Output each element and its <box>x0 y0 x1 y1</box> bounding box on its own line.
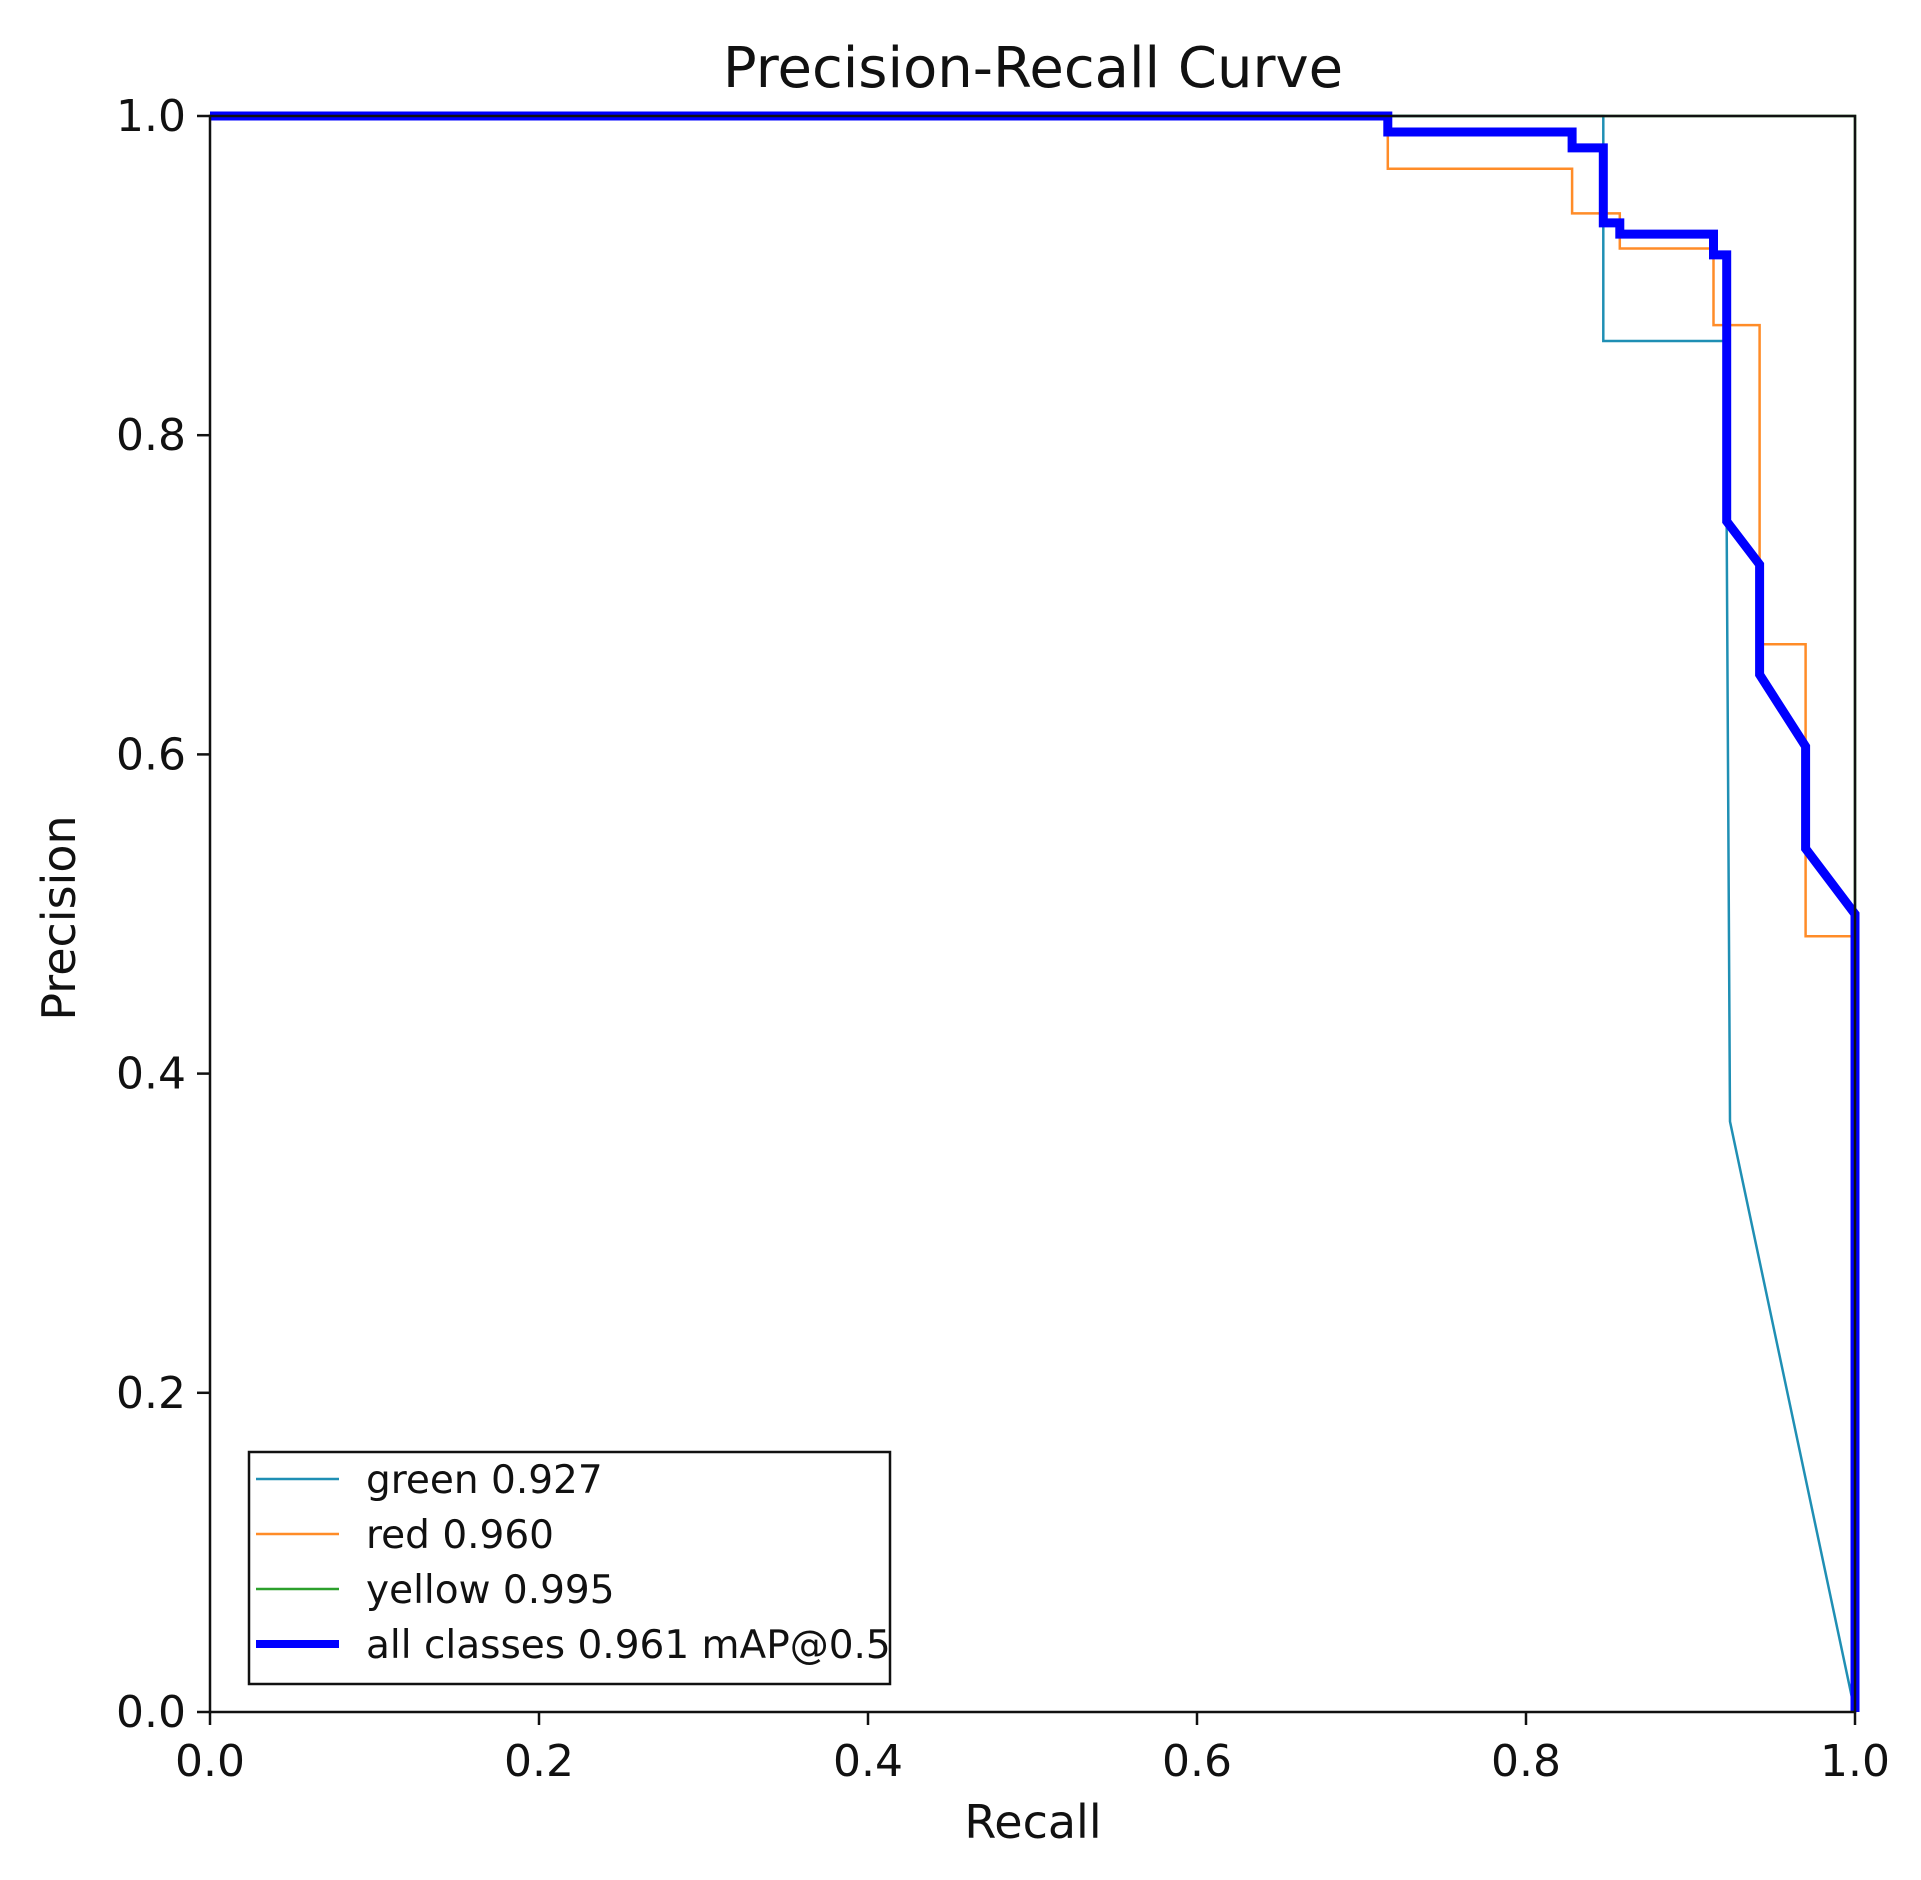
series-line-3 <box>210 111 1860 1712</box>
x-tick-label: 0.2 <box>504 1736 574 1787</box>
y-tick-label: 1.0 <box>116 91 186 142</box>
y-tick-label: 0.4 <box>116 1049 186 1100</box>
x-tick-label: 0.6 <box>1162 1736 1232 1787</box>
x-tick-label: 1.0 <box>1820 1736 1890 1787</box>
plot-frame <box>208 114 1857 1714</box>
legend-label: red 0.960 <box>366 1513 554 1558</box>
legend-label: all classes 0.961 mAP@0.5 <box>366 1623 891 1668</box>
y-axis-label: Precision <box>32 815 86 1020</box>
legend: green 0.927 red 0.960 yellow 0.995 all clas… <box>247 1450 892 1686</box>
x-tick-label: 0.0 <box>175 1736 245 1787</box>
x-axis-label: Recall <box>964 1795 1101 1849</box>
y-tick-label: 0.2 <box>116 1368 186 1419</box>
y-tick-label: 0.0 <box>116 1687 186 1738</box>
chart-title: Precision-Recall Curve <box>723 36 1343 101</box>
x-tick-label: 0.8 <box>1491 1736 1561 1787</box>
y-tick-label: 0.6 <box>116 729 186 780</box>
legend-label: yellow 0.995 <box>366 1568 615 1613</box>
x-tick-label: 0.4 <box>833 1736 903 1787</box>
y-axis-ticks: 0.0 0.2 0.4 0.6 0.8 1.0 <box>116 91 210 1738</box>
y-tick-label: 0.8 <box>116 410 186 461</box>
legend-box <box>247 1450 892 1686</box>
legend-items: green 0.927 red 0.960 yellow 0.995 all clas… <box>256 1458 891 1668</box>
x-axis-ticks: 0.0 0.2 0.4 0.6 0.8 1.0 <box>175 1712 1890 1787</box>
legend-label: green 0.927 <box>366 1458 603 1503</box>
